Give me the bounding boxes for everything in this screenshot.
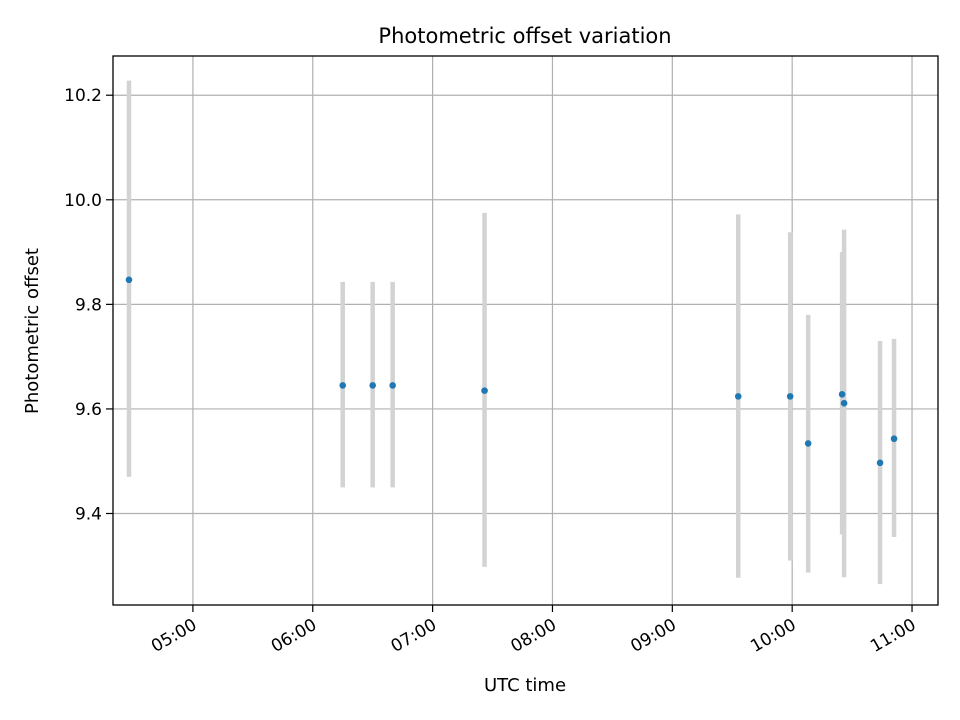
chart-title: Photometric offset variation bbox=[378, 24, 671, 48]
y-axis-label: Photometric offset bbox=[22, 248, 43, 414]
y-tick-label: 9.4 bbox=[75, 505, 102, 525]
data-point bbox=[339, 382, 347, 389]
y-tick-label: 10.0 bbox=[64, 191, 102, 211]
data-point bbox=[389, 382, 396, 389]
data-point bbox=[840, 399, 848, 407]
x-axis-label: UTC time bbox=[484, 675, 566, 696]
y-tick-label: 9.6 bbox=[75, 400, 102, 420]
data-point bbox=[804, 440, 812, 447]
data-point bbox=[838, 390, 846, 398]
data-point bbox=[786, 393, 794, 400]
y-axis-ticks: 9.4 9.6 9.8 10.0 10.2 bbox=[64, 86, 113, 525]
data-point bbox=[481, 387, 488, 394]
y-tick-label: 10.2 bbox=[64, 86, 102, 106]
data-point bbox=[369, 382, 376, 389]
data-points bbox=[125, 276, 898, 467]
data-point bbox=[734, 393, 742, 400]
data-point bbox=[890, 435, 898, 443]
y-tick-label: 9.8 bbox=[75, 295, 102, 315]
plot-frame bbox=[112, 55, 939, 606]
data-point bbox=[876, 459, 884, 467]
data-point bbox=[125, 276, 133, 284]
